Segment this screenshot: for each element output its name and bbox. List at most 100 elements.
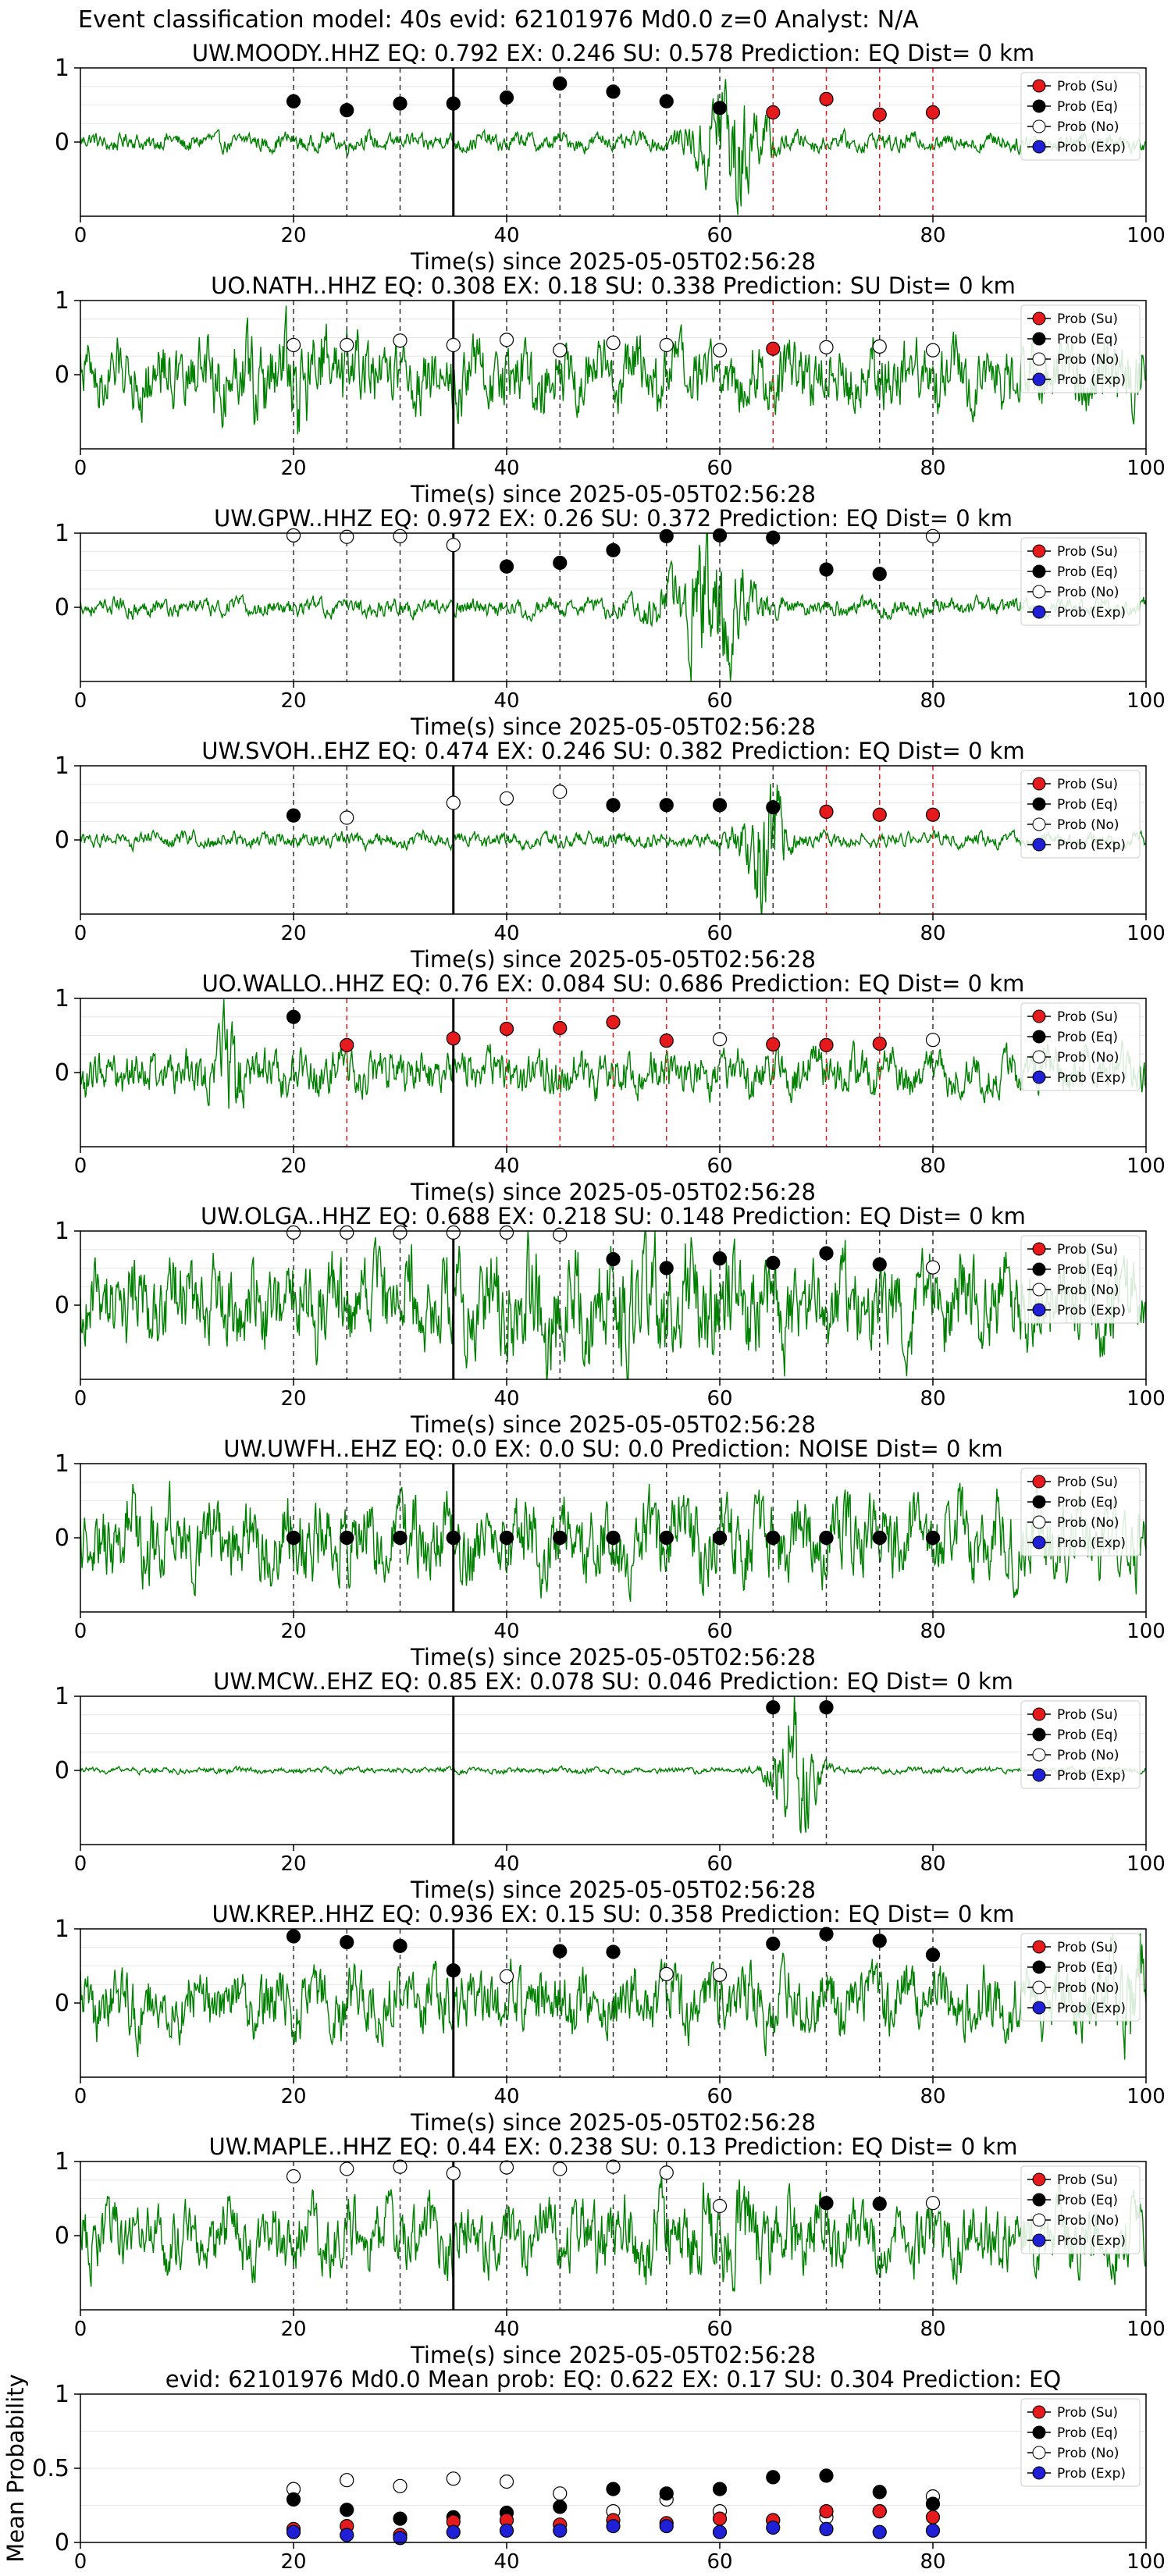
y-tick-label: 1 <box>55 2381 69 2408</box>
x-tick-label: 20 <box>280 1852 306 1876</box>
prob-point-eq <box>446 1963 461 1978</box>
legend-box <box>1020 2398 1141 2487</box>
prob-point-eq <box>712 798 728 813</box>
x-tick-label: 80 <box>920 2085 945 2108</box>
legend-label: Prob (Su) <box>1057 79 1118 94</box>
prob-point-eq <box>286 1929 301 1944</box>
legend-label: Prob (Su) <box>1057 777 1118 792</box>
mean-prob-point-su <box>872 2504 887 2519</box>
y-tick-label: 0 <box>55 827 69 854</box>
waveform-trace <box>80 1231 1146 1379</box>
panel-title: UW.MAPLE..HHZ EQ: 0.44 EX: 0.238 SU: 0.1… <box>208 2133 1017 2160</box>
prob-point-no <box>286 2169 301 2184</box>
legend-marker-exp <box>1032 2466 1046 2480</box>
prob-point-eq <box>393 96 408 111</box>
legend-marker-no <box>1032 817 1046 831</box>
prob-point-su <box>766 341 781 356</box>
x-tick-label: 100 <box>1127 2318 1166 2341</box>
x-tick-label: 0 <box>74 1387 87 1411</box>
prob-point-eq <box>393 1530 408 1546</box>
y-tick-label: 0 <box>55 129 69 156</box>
legend-marker-eq <box>1032 1030 1046 1044</box>
legend-label: Prob (Su) <box>1057 311 1118 327</box>
prob-point-su <box>659 1034 674 1048</box>
prob-point-eq <box>499 1530 514 1546</box>
legend-marker-eq <box>1032 99 1046 113</box>
prob-point-no <box>340 2161 354 2176</box>
legend-label: Prob (Exp) <box>1057 2466 1126 2482</box>
y-axis-label: Mean Probability <box>2 2374 29 2563</box>
legend-marker-su <box>1032 2405 1046 2419</box>
prob-point-eq <box>766 1530 781 1546</box>
mean-prob-point-exp <box>766 2520 781 2535</box>
mean-prob-point-su <box>925 2510 941 2524</box>
prob-point-eq <box>606 543 621 557</box>
legend-marker-no <box>1032 1283 1046 1297</box>
legend-box <box>1020 1235 1141 1324</box>
prob-point-eq <box>553 1944 568 1959</box>
x-tick-label: 20 <box>280 1387 306 1411</box>
x-axis-label: Time(s) since 2025-05-05T02:56:28 <box>410 1644 816 1670</box>
legend-box <box>1020 2165 1141 2254</box>
y-tick-label: 0 <box>55 361 69 389</box>
prob-point-no <box>659 2165 674 2180</box>
legend-label: Prob (No) <box>1057 119 1119 135</box>
axes-frame <box>80 532 1147 682</box>
legend-label: Prob (Exp) <box>1057 140 1126 155</box>
legend-marker-exp <box>1032 838 1046 852</box>
panel-10: evid: 62101976 Md0.0 Mean prob: EQ: 0.62… <box>2 2366 1166 2574</box>
panel-title: UO.NATH..HHZ EQ: 0.308 EX: 0.18 SU: 0.33… <box>211 272 1016 299</box>
prob-point-no <box>712 1967 728 1982</box>
prob-point-no <box>499 333 514 347</box>
mean-prob-point-no <box>553 2486 568 2501</box>
mean-prob-point-exp <box>553 2523 568 2538</box>
prob-point-no <box>659 337 674 353</box>
prob-point-no <box>925 2196 941 2211</box>
mean-prob-point-no <box>446 2471 461 2486</box>
legend-label: Prob (Eq) <box>1057 332 1118 347</box>
x-tick-label: 60 <box>707 2085 732 2108</box>
prob-point-eq <box>499 90 514 105</box>
x-axis-label: Time(s) since 2025-05-05T02:56:28 <box>410 713 816 740</box>
prob-point-eq <box>606 1530 621 1546</box>
legend-label: Prob (Eq) <box>1057 1495 1118 1510</box>
legend-box <box>1020 1700 1141 1789</box>
y-tick-label: 1 <box>55 55 69 82</box>
mean-prob-point-eq <box>286 2492 301 2507</box>
prob-point-no <box>712 1032 728 1047</box>
legend-marker-eq <box>1032 2193 1046 2207</box>
prob-point-eq <box>925 1948 941 1962</box>
legend-label: Prob (No) <box>1057 1515 1119 1531</box>
mean-prob-point-exp <box>606 2519 621 2534</box>
mean-prob-point-eq <box>819 2468 834 2483</box>
prob-point-eq <box>766 1700 781 1715</box>
x-tick-label: 0 <box>74 457 87 480</box>
x-tick-label: 60 <box>707 1852 732 1876</box>
x-tick-label: 20 <box>280 2085 306 2108</box>
x-tick-label: 0 <box>74 1852 87 1876</box>
legend-marker-su <box>1032 777 1046 791</box>
x-tick-label: 60 <box>707 1155 732 1178</box>
legend-marker-exp <box>1032 1768 1046 1782</box>
panel-title: UO.WALLO..HHZ EQ: 0.76 EX: 0.084 SU: 0.6… <box>202 970 1025 997</box>
mean-prob-point-su <box>712 2511 728 2526</box>
prob-point-eq <box>446 96 461 111</box>
prob-point-su <box>340 1037 354 1052</box>
prob-point-no <box>340 1225 354 1240</box>
prob-point-no <box>446 337 461 353</box>
prob-point-eq <box>872 1257 887 1272</box>
prob-point-no <box>925 1260 941 1275</box>
x-axis-label: Time(s) since 2025-05-05T02:56:28 <box>410 248 816 275</box>
x-tick-label: 40 <box>493 689 519 713</box>
x-tick-label: 80 <box>920 1155 945 1178</box>
legend-label: Prob (No) <box>1057 2213 1119 2229</box>
panel-4: UO.WALLO..HHZ EQ: 0.76 EX: 0.084 SU: 0.6… <box>55 970 1166 1205</box>
x-tick-label: 60 <box>707 457 732 480</box>
prob-point-su <box>606 1015 621 1030</box>
prob-point-eq <box>286 1009 301 1024</box>
mean-prob-point-no <box>340 2473 354 2488</box>
prob-point-su <box>553 1020 568 1036</box>
x-tick-label: 20 <box>280 2550 306 2574</box>
x-tick-label: 100 <box>1127 922 1166 945</box>
x-tick-label: 40 <box>493 1620 519 1643</box>
